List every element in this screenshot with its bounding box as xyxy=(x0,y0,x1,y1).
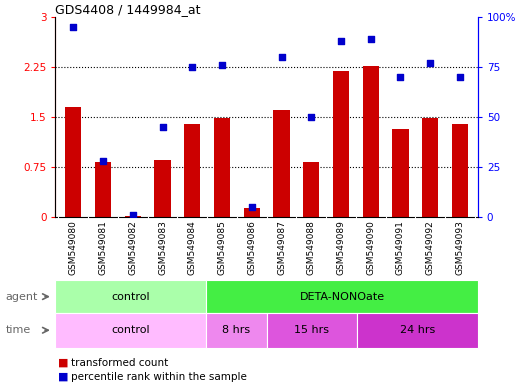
Point xyxy=(277,54,286,60)
Text: percentile rank within the sample: percentile rank within the sample xyxy=(71,372,247,382)
Text: GSM549090: GSM549090 xyxy=(366,220,375,275)
Text: transformed count: transformed count xyxy=(71,358,168,368)
Text: DETA-NONOate: DETA-NONOate xyxy=(299,291,384,302)
Bar xyxy=(363,66,379,217)
Bar xyxy=(267,313,357,348)
Point xyxy=(307,114,316,120)
Bar xyxy=(154,161,171,217)
Text: time: time xyxy=(5,325,31,335)
Text: GSM549086: GSM549086 xyxy=(247,220,256,275)
Text: GSM549084: GSM549084 xyxy=(188,220,197,275)
Text: GDS4408 / 1449984_at: GDS4408 / 1449984_at xyxy=(55,3,201,16)
Bar xyxy=(333,71,349,217)
Bar xyxy=(243,208,260,217)
Point xyxy=(456,74,464,80)
Text: GSM549087: GSM549087 xyxy=(277,220,286,275)
Text: GSM549089: GSM549089 xyxy=(336,220,345,275)
Bar xyxy=(214,118,230,217)
Point xyxy=(69,24,78,30)
Bar xyxy=(422,118,438,217)
Text: GSM549082: GSM549082 xyxy=(128,220,137,275)
Point xyxy=(158,124,167,130)
Text: GSM549092: GSM549092 xyxy=(426,220,435,275)
Bar xyxy=(452,124,468,217)
Bar xyxy=(206,313,267,348)
Text: GSM549080: GSM549080 xyxy=(69,220,78,275)
Point xyxy=(128,212,137,218)
Text: agent: agent xyxy=(5,291,37,302)
Bar xyxy=(55,280,206,313)
Point xyxy=(426,60,435,66)
Point xyxy=(248,204,256,210)
Text: GSM549081: GSM549081 xyxy=(99,220,108,275)
Bar xyxy=(357,313,478,348)
Text: control: control xyxy=(111,325,150,335)
Point xyxy=(188,64,196,70)
Bar xyxy=(65,107,81,217)
Point xyxy=(218,62,226,68)
Point xyxy=(397,74,405,80)
Text: ■: ■ xyxy=(58,372,69,382)
Bar xyxy=(55,313,206,348)
Text: GSM549093: GSM549093 xyxy=(456,220,465,275)
Point xyxy=(366,36,375,42)
Text: ■: ■ xyxy=(58,358,69,368)
Point xyxy=(337,38,345,44)
Bar xyxy=(125,216,141,217)
Text: 15 hrs: 15 hrs xyxy=(295,325,329,335)
Text: GSM549091: GSM549091 xyxy=(396,220,405,275)
Text: control: control xyxy=(111,291,150,302)
Bar xyxy=(95,162,111,217)
Text: GSM549088: GSM549088 xyxy=(307,220,316,275)
Text: 24 hrs: 24 hrs xyxy=(400,325,435,335)
Text: 8 hrs: 8 hrs xyxy=(222,325,250,335)
Point xyxy=(99,158,107,164)
Bar xyxy=(274,111,290,217)
Bar xyxy=(206,280,478,313)
Text: GSM549085: GSM549085 xyxy=(218,220,227,275)
Text: GSM549083: GSM549083 xyxy=(158,220,167,275)
Bar xyxy=(303,162,319,217)
Bar xyxy=(392,129,409,217)
Bar xyxy=(184,124,201,217)
